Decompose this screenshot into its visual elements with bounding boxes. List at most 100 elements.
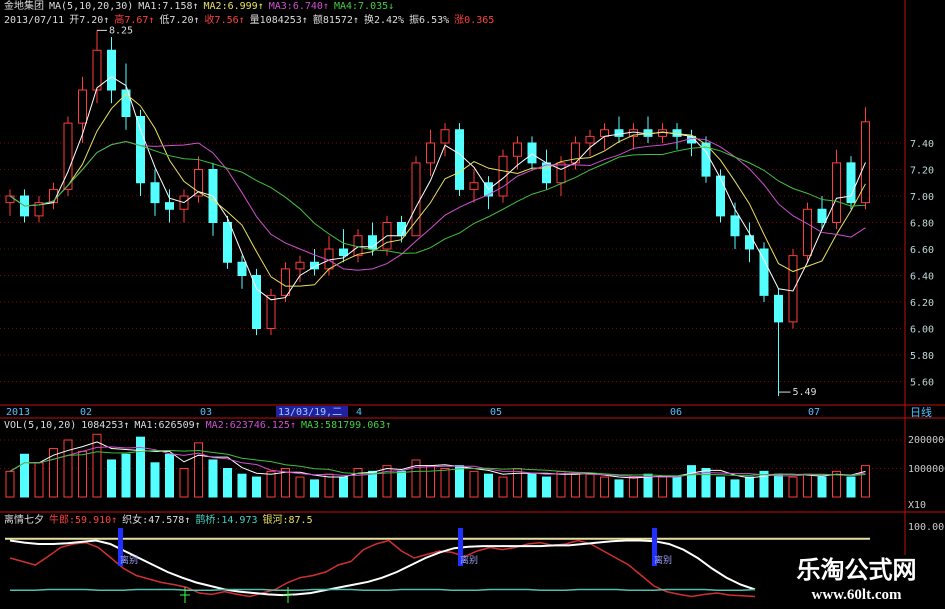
date-tick: 02 (80, 407, 92, 418)
price-tick: 7.40 (910, 139, 934, 150)
header-item: MA2:623746.125↑ (205, 420, 296, 431)
volume-bar-down (20, 453, 29, 498)
volume-bar-down (542, 476, 551, 498)
price-tick: 5.60 (910, 378, 934, 389)
header-item: 额81572↑ (312, 15, 359, 26)
header-item: 量1084253↑ (249, 15, 308, 26)
candle-down (614, 129, 624, 137)
volume-bar-down (252, 476, 261, 498)
watermark-url: www.60lt.com (811, 587, 902, 603)
price-tick: 7.20 (910, 166, 934, 177)
volume-bar-down (237, 473, 247, 498)
candle-up (469, 182, 479, 190)
volume-bar-down (223, 468, 232, 498)
volume-bar-down (730, 479, 740, 498)
volume-bar-down (339, 476, 348, 498)
candle-up (281, 268, 290, 296)
volume-bar-up (440, 468, 450, 498)
volume-ma-line (9, 450, 866, 477)
volume-bar-down (484, 473, 493, 498)
price-tick: 6.60 (910, 245, 934, 256)
volume-bar-up (179, 468, 189, 498)
header-item: 开7.20↑ (69, 15, 110, 26)
volume-bar-down (687, 465, 696, 498)
header-item: 织女:47.578↑ (122, 515, 191, 526)
header-item: 鹊桥:14.973 (195, 515, 258, 526)
header-item: 低7.20↑ (159, 15, 200, 26)
date-tick: 13/03/19,二 (278, 407, 342, 418)
signal-label: 离别 (654, 554, 672, 566)
volume-bar-up (281, 468, 290, 498)
volume-tick: 2000000 (908, 435, 945, 446)
candle-up (788, 255, 798, 323)
period-label: 日线 (910, 405, 932, 419)
header-item: 换2.42% (363, 15, 405, 26)
candle-down (817, 208, 827, 223)
volume-bar-up (78, 450, 87, 498)
volume-bar-down (310, 479, 319, 498)
volume-tick: X10 (908, 500, 926, 511)
header-item: MA2:6.999↑ (203, 1, 264, 12)
header-item: 牛郎:59.910↑ (49, 515, 118, 526)
volume-bar-up (324, 473, 334, 498)
low-annotation: 5.49 (793, 387, 817, 398)
volume-bar-up (469, 470, 479, 498)
date-tick: 07 (808, 407, 820, 418)
candle-down (150, 182, 160, 204)
signal-bar (652, 528, 657, 566)
ma-line-3 (9, 137, 866, 271)
watermark: 乐淘公式网 www.60lt.com (768, 555, 945, 609)
volume-bar-down (672, 476, 682, 498)
volume-ma-line (9, 446, 866, 478)
candle-down (223, 222, 232, 263)
date-tick: 03 (200, 407, 212, 418)
volume-bar-up (34, 462, 44, 498)
volume-bar-up (353, 468, 363, 498)
date-tick: 2013 (6, 407, 30, 418)
header-item: VOL(5,10,20) (4, 420, 77, 431)
price-tick: 6.40 (910, 272, 934, 283)
candle-down (730, 215, 740, 237)
volume-bar-down (701, 468, 711, 498)
date-tick: 05 (490, 407, 502, 418)
indicator-header: 离情七夕 牛郎:59.910↑ 织女:47.578↑ 鹊桥:14.973 银河:87.5 (4, 515, 318, 527)
indicator-line-2 (9, 539, 756, 597)
signal-bar (458, 528, 463, 566)
volume-bar-up (5, 470, 15, 498)
volume-bar-up (411, 459, 421, 498)
volume-bar-up (585, 473, 595, 498)
candle-down (455, 129, 464, 190)
candle-up (34, 202, 44, 217)
candle-down (368, 235, 377, 250)
header-item: MA1:626509↑ (134, 420, 201, 431)
volume-bar-up (266, 470, 276, 498)
candle-up (194, 169, 203, 197)
candle-down (165, 202, 174, 210)
candle-up (832, 162, 841, 223)
volume-bar-down (817, 476, 827, 498)
candle-up (63, 122, 73, 190)
header-line-2: 2013/07/11 开7.20↑ 高7.67↑ 低7.20↑ 收7.56↑ 量10842… (4, 15, 499, 27)
volume-bar-down (107, 459, 116, 498)
header-item: 银河:87.5 (262, 515, 313, 526)
candle-down (237, 261, 247, 276)
volume-tick: 1000000 (908, 464, 945, 475)
volume-bar-down (397, 470, 406, 498)
watermark-title: 乐淘公式网 (796, 555, 917, 584)
volume-bar-up (600, 476, 609, 498)
indicator-line-1 (9, 539, 756, 598)
candle-down (759, 248, 769, 296)
price-tick: 6.80 (910, 219, 934, 230)
candle-up (556, 162, 566, 184)
header-item: MA4:7.035↓ (333, 1, 395, 12)
volume-bar-up (788, 476, 798, 498)
volume-bar-up (803, 473, 812, 498)
volume-bar-down (208, 459, 218, 498)
volume-bar-up (49, 448, 58, 498)
header-item: 离情七夕 (4, 515, 44, 526)
volume-bar-up (556, 470, 566, 498)
volume-bar-down (527, 473, 537, 498)
header-item: 收7.56↑ (204, 15, 245, 26)
volume-bar-up (295, 476, 305, 498)
